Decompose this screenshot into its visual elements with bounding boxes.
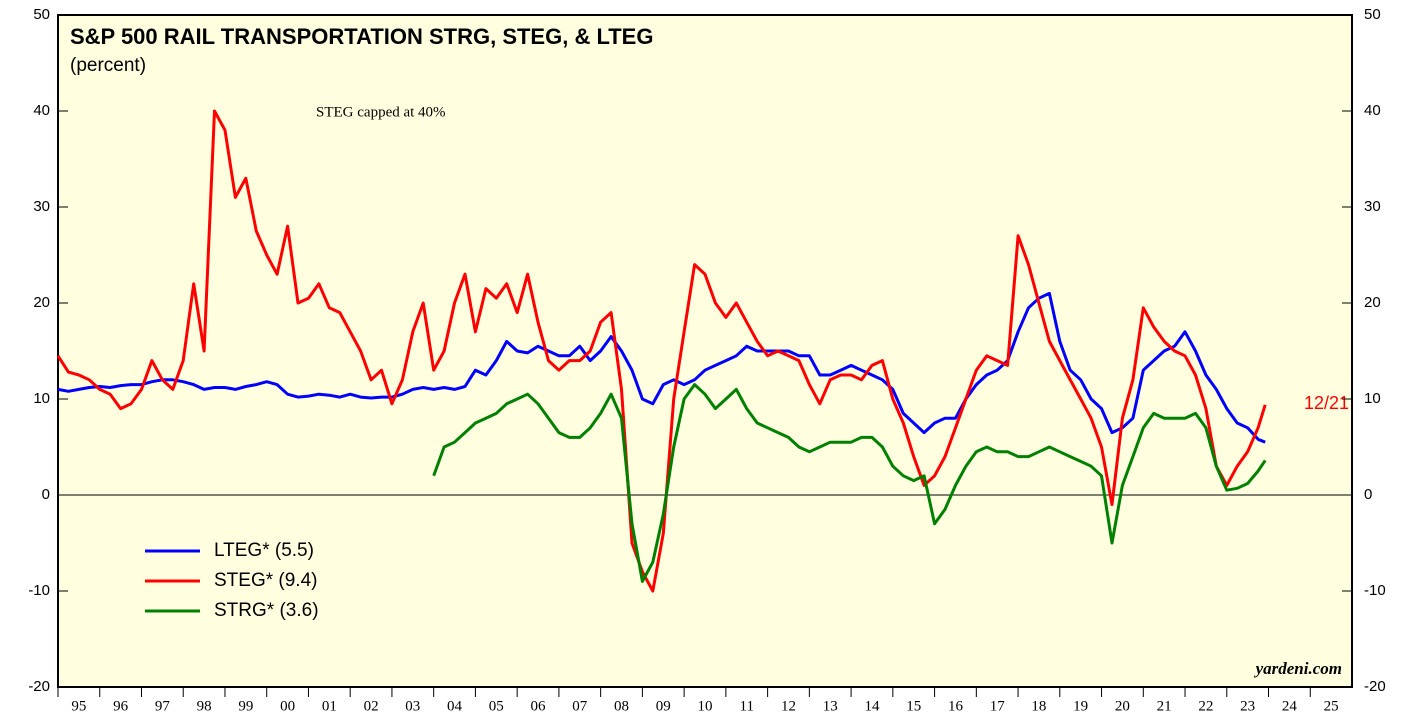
y-tick-label: 10	[33, 390, 50, 407]
y-tick-label: 50	[33, 6, 50, 23]
x-tick-label: 97	[155, 698, 171, 714]
x-tick-label: 13	[823, 698, 838, 714]
annotation: STEG capped at 40%	[316, 104, 446, 120]
line-series	[432, 383, 1267, 583]
x-tick-label: 01	[322, 698, 337, 714]
y-tick-label: 0	[42, 486, 50, 503]
x-tick-label: 15	[906, 698, 921, 714]
y-tick-label: 20	[33, 294, 50, 311]
x-tick-label: 19	[1073, 698, 1088, 714]
y-tick-label: -10	[28, 582, 50, 599]
y2-tick-label: -10	[1364, 582, 1386, 599]
legend-label: STRG* (3.6)	[214, 600, 319, 621]
x-tick-label: 06	[531, 698, 547, 714]
x-tick-label: 00	[280, 698, 295, 714]
x-tick-label: 16	[948, 698, 964, 714]
line-series	[56, 109, 1267, 593]
legend-label: LTEG* (5.5)	[214, 540, 314, 561]
x-tick-label: 20	[1115, 698, 1130, 714]
chart-title: S&P 500 RAIL TRANSPORTATION STRG, STEG, …	[70, 24, 653, 49]
x-tick-label: 23	[1240, 698, 1255, 714]
y-tick-label: 40	[33, 102, 50, 119]
line-series	[57, 291, 1266, 444]
x-tick-label: 21	[1157, 698, 1172, 714]
y2-tick-label: 30	[1364, 198, 1381, 215]
x-tick-label: 07	[572, 698, 588, 714]
x-tick-label: 24	[1282, 698, 1298, 714]
x-tick-label: 03	[405, 698, 420, 714]
legend-label: STEG* (9.4)	[214, 570, 317, 591]
x-tick-label: 12	[781, 698, 796, 714]
y2-tick-label: 10	[1364, 390, 1381, 407]
x-tick-label: 05	[489, 698, 504, 714]
x-tick-label: 96	[113, 698, 129, 714]
y2-tick-label: 20	[1364, 294, 1381, 311]
x-tick-label: 09	[656, 698, 671, 714]
x-tick-label: 17	[990, 698, 1006, 714]
x-tick-label: 25	[1324, 698, 1339, 714]
y2-tick-label: 50	[1364, 6, 1381, 23]
y2-tick-label: 40	[1364, 102, 1381, 119]
y2-tick-label: -20	[1364, 678, 1386, 695]
x-tick-label: 18	[1031, 698, 1046, 714]
x-tick-label: 99	[238, 698, 253, 714]
x-tick-label: 22	[1198, 698, 1213, 714]
y2-tick-label: 0	[1364, 486, 1372, 503]
x-tick-label: 10	[698, 698, 713, 714]
x-tick-label: 98	[197, 698, 212, 714]
annotation: 12/21	[1304, 393, 1349, 413]
x-tick-label: 04	[447, 698, 463, 714]
watermark: yardeni.com	[1254, 659, 1342, 678]
x-tick-label: 08	[614, 698, 629, 714]
y-tick-label: -20	[28, 678, 50, 695]
x-tick-label: 11	[740, 698, 754, 714]
y-tick-label: 30	[33, 198, 50, 215]
x-tick-label: 95	[71, 698, 86, 714]
x-tick-label: 14	[864, 698, 880, 714]
x-tick-label: 02	[364, 698, 379, 714]
chart-subtitle: (percent)	[70, 55, 146, 76]
